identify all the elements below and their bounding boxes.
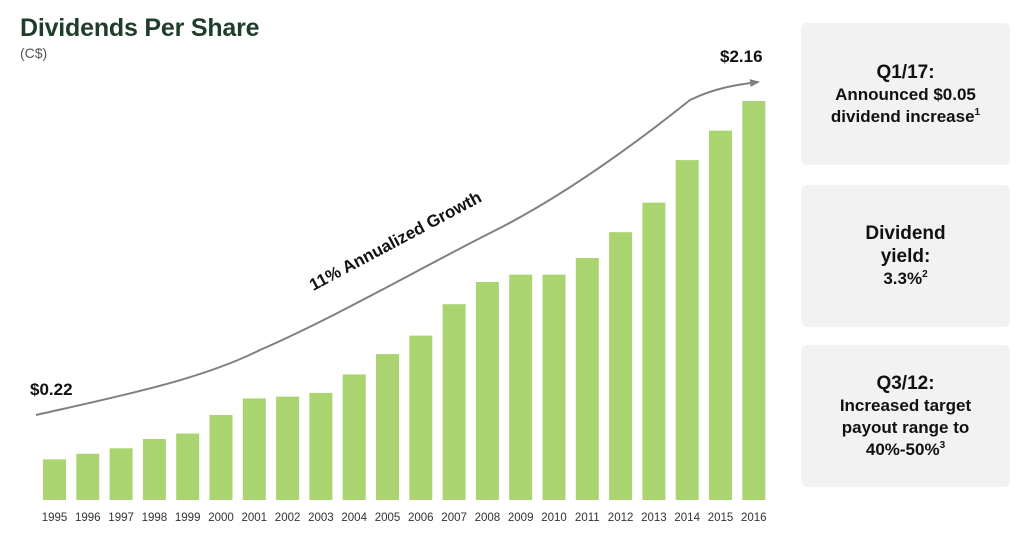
footnote-marker: 3 bbox=[939, 439, 946, 451]
bar-1997 bbox=[109, 448, 133, 500]
bar-2016 bbox=[742, 101, 766, 500]
x-tick-label: 2001 bbox=[242, 512, 268, 524]
start-value-label: $0.22 bbox=[30, 380, 73, 399]
callout-dividend-yield: Dividend yield: 3.3%2 bbox=[801, 185, 1010, 327]
footnote-marker: 1 bbox=[974, 106, 981, 118]
callout-text: payout range to bbox=[841, 417, 970, 437]
bar-1999 bbox=[176, 433, 200, 500]
x-axis-labels: 1995 1996 1997 1998 1999 2000 2001 2002 2003 2004… bbox=[42, 512, 767, 524]
x-tick-label: 2013 bbox=[641, 512, 667, 524]
callout-value: 3.3% bbox=[883, 269, 923, 288]
bar-1998 bbox=[142, 439, 166, 500]
footnote-marker: 2 bbox=[922, 269, 928, 280]
callout-heading: Q3/12: bbox=[876, 372, 935, 394]
x-tick-label: 2014 bbox=[674, 512, 700, 524]
bar-2004 bbox=[342, 374, 366, 500]
callout-text-line: dividend increase1 bbox=[831, 106, 980, 128]
growth-trend-arrow bbox=[35, 79, 760, 416]
bar-2005 bbox=[376, 354, 399, 500]
bar-2007 bbox=[442, 304, 466, 500]
callout-text-line: 40%-50%3 bbox=[866, 439, 945, 461]
x-tick-label: 2004 bbox=[341, 512, 367, 524]
bar-2002 bbox=[276, 396, 300, 500]
callout-dividend-increase: Q1/17: Announced $0.05 dividend increase… bbox=[801, 23, 1010, 165]
x-tick-label: 1996 bbox=[75, 512, 101, 524]
x-tick-label: 2006 bbox=[408, 512, 434, 524]
bar-2010 bbox=[542, 274, 566, 500]
bar-2009 bbox=[509, 274, 533, 500]
x-tick-label: 2012 bbox=[608, 512, 634, 524]
bar-1996 bbox=[76, 453, 100, 500]
callout-value: 40%-50% bbox=[865, 439, 940, 459]
bar-2014 bbox=[675, 160, 699, 500]
callout-text: Increased target bbox=[839, 395, 972, 415]
callout-text-line: 3.3%2 bbox=[883, 268, 927, 290]
bar-1995 bbox=[43, 459, 66, 500]
callout-payout-range: Q3/12: Increased target payout range to … bbox=[801, 345, 1010, 487]
x-tick-label: 1999 bbox=[175, 512, 201, 524]
end-value-label: $2.16 bbox=[720, 47, 763, 66]
x-tick-label: 2003 bbox=[308, 512, 334, 524]
bar-2000 bbox=[209, 415, 233, 500]
bars-group bbox=[43, 101, 766, 500]
bar-2003 bbox=[309, 392, 333, 500]
x-tick-label: 2007 bbox=[441, 512, 467, 524]
currency-subtitle: (C$) bbox=[20, 45, 48, 61]
x-tick-label: 2000 bbox=[208, 512, 234, 524]
chart-title: Dividends Per Share bbox=[20, 14, 260, 42]
bar-2008 bbox=[475, 282, 499, 500]
x-tick-label: 2009 bbox=[508, 512, 534, 524]
x-tick-label: 2005 bbox=[375, 512, 401, 524]
x-tick-label: 2011 bbox=[575, 512, 600, 524]
callout-text: Announced $0.05 bbox=[835, 84, 976, 104]
bar-2015 bbox=[709, 130, 732, 500]
x-tick-label: 2002 bbox=[275, 512, 301, 524]
x-tick-label: 1997 bbox=[108, 512, 134, 524]
x-tick-label: 2016 bbox=[741, 512, 767, 524]
callout-heading: Q1/17: bbox=[876, 61, 935, 83]
callout-text: yield: bbox=[880, 246, 931, 267]
x-tick-label: 2010 bbox=[541, 512, 567, 524]
bar-2012 bbox=[609, 232, 633, 500]
callout-text: dividend increase bbox=[830, 106, 975, 126]
x-tick-label: 1998 bbox=[142, 512, 168, 524]
growth-rate-label: 11% Annualized Growth bbox=[306, 188, 485, 295]
callout-heading: Dividend bbox=[865, 223, 946, 244]
x-tick-label: 2008 bbox=[475, 512, 501, 524]
bar-2013 bbox=[642, 202, 666, 500]
dividend-bar-chart: 1995 1996 1997 1998 1999 2000 2001 2002 2003 2004… bbox=[30, 47, 767, 524]
x-tick-label: 2015 bbox=[708, 512, 734, 524]
bar-2011 bbox=[575, 258, 599, 500]
bar-2006 bbox=[409, 335, 433, 500]
bar-2001 bbox=[242, 398, 266, 500]
x-tick-label: 1995 bbox=[42, 512, 68, 524]
